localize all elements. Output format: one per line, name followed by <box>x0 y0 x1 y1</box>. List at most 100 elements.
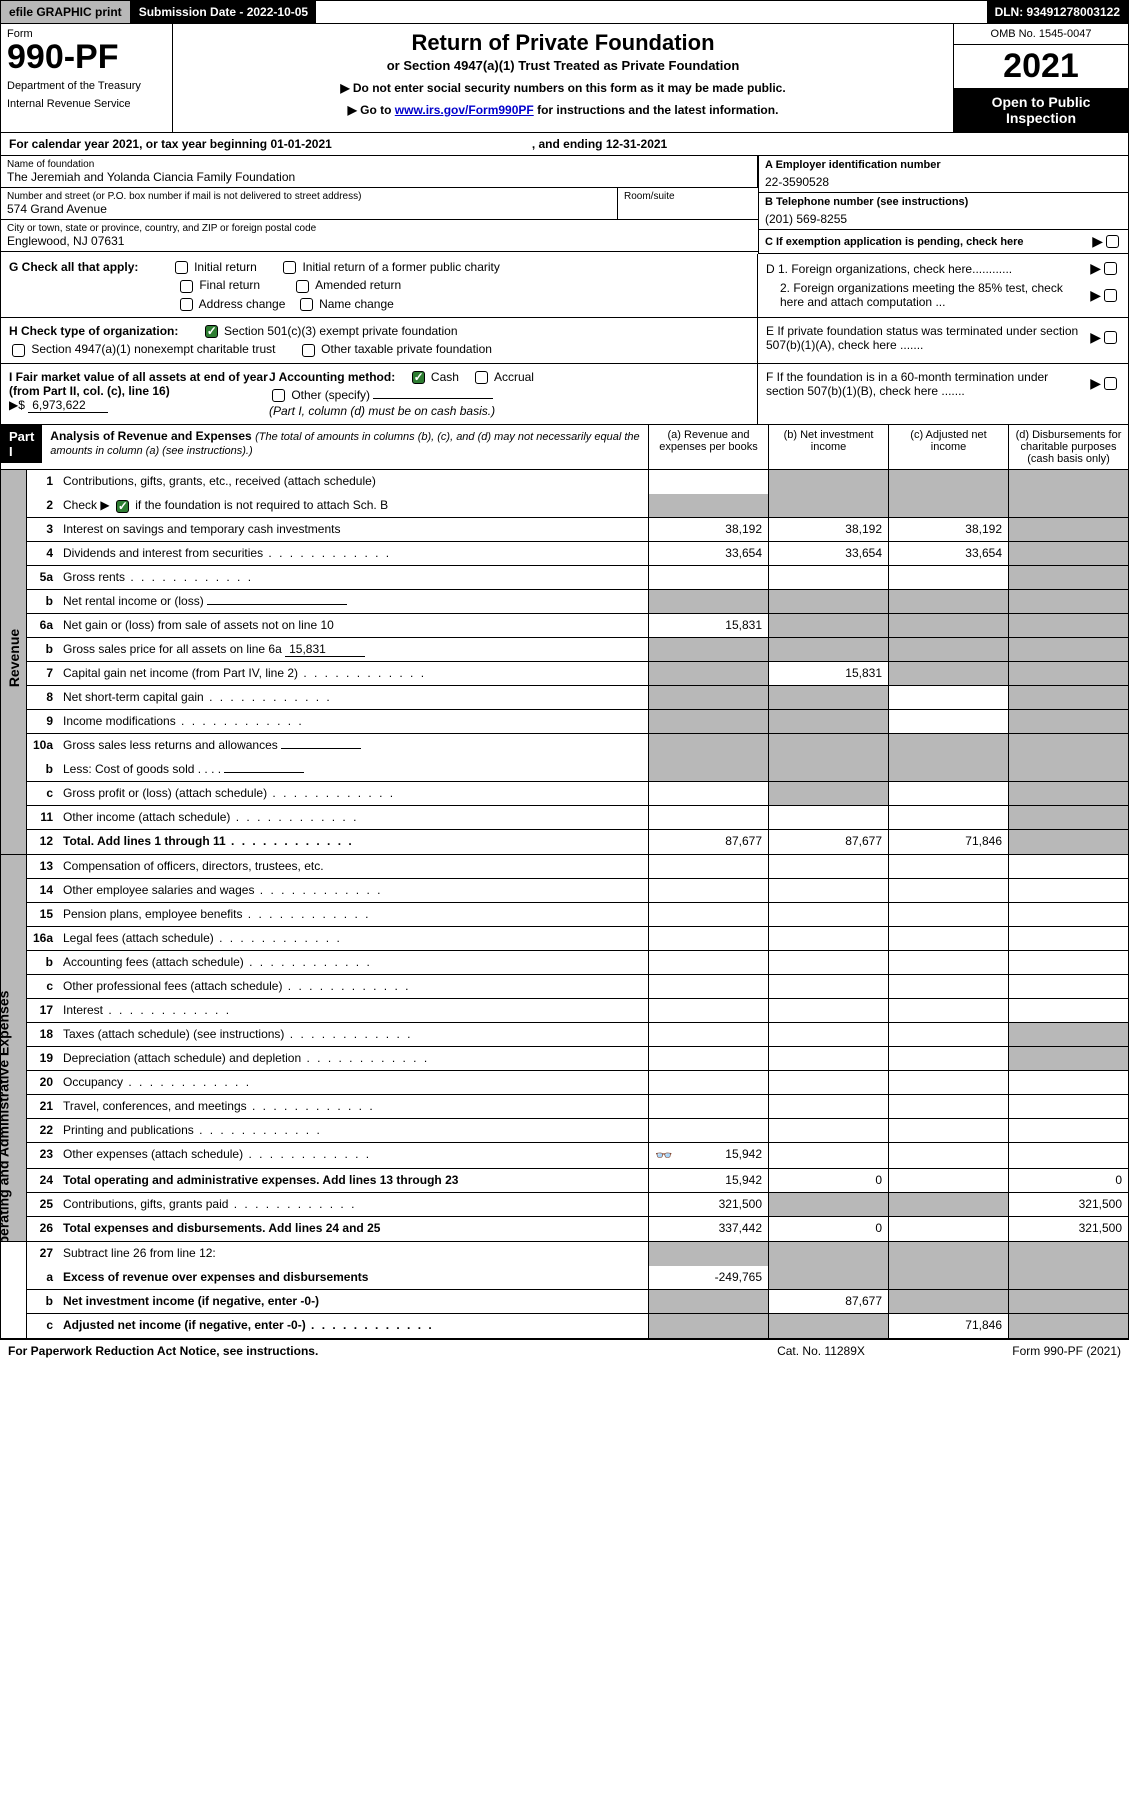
r27-c <box>888 1242 1008 1266</box>
r2-num: 2 <box>27 494 59 517</box>
r27c-b <box>768 1314 888 1338</box>
r5b-line <box>207 604 347 605</box>
r9-num: 9 <box>27 710 59 733</box>
c-cell: C If exemption application is pending, c… <box>759 230 1128 254</box>
r10b-desc: Less: Cost of goods sold . . . . <box>59 758 648 781</box>
r23-b <box>768 1143 888 1168</box>
h-o3: Other taxable private foundation <box>321 342 492 356</box>
r6a-num: 6a <box>27 614 59 637</box>
r19-a <box>648 1047 768 1070</box>
col-d-header: (d) Disbursements for charitable purpose… <box>1008 425 1128 469</box>
r16a-d <box>1008 927 1128 950</box>
r9-b <box>768 710 888 733</box>
r6a-desc: Net gain or (loss) from sale of assets n… <box>59 614 648 637</box>
r11-num: 11 <box>27 806 59 829</box>
r11-b <box>768 806 888 829</box>
h-o3-box[interactable] <box>302 344 315 357</box>
r22-num: 22 <box>27 1119 59 1142</box>
r27-d <box>1008 1242 1128 1266</box>
r5b-num: b <box>27 590 59 613</box>
r19-c <box>888 1047 1008 1070</box>
form-title: Return of Private Foundation <box>183 30 943 56</box>
r12-b: 87,677 <box>768 830 888 854</box>
r16a-b <box>768 927 888 950</box>
part1-badge: Part I <box>1 425 42 463</box>
d2-label: 2. Foreign organizations meeting the 85%… <box>766 281 1087 309</box>
r8-a <box>648 686 768 709</box>
r27-desc: Subtract line 26 from line 12: <box>59 1242 648 1266</box>
r5b-d <box>1008 590 1128 613</box>
h-o2-box[interactable] <box>12 344 25 357</box>
form-link[interactable]: www.irs.gov/Form990PF <box>395 103 534 117</box>
r19-num: 19 <box>27 1047 59 1070</box>
r8-desc: Net short-term capital gain <box>59 686 648 709</box>
form-header: Form 990-PF Department of the Treasury I… <box>0 24 1129 133</box>
r21-desc: Travel, conferences, and meetings <box>59 1095 648 1118</box>
r17-desc: Interest <box>59 999 648 1022</box>
r15-num: 15 <box>27 903 59 926</box>
r16b-a <box>648 951 768 974</box>
r27-b <box>768 1242 888 1266</box>
j-o3-line <box>373 398 493 399</box>
dept-2: Internal Revenue Service <box>7 98 166 110</box>
header-right: OMB No. 1545-0047 2021 Open to Public In… <box>953 24 1128 132</box>
e-box[interactable] <box>1104 331 1117 344</box>
r8-c <box>888 686 1008 709</box>
g-o6-box[interactable] <box>300 298 313 311</box>
r27a-a: -249,765 <box>648 1266 768 1289</box>
r27b-d <box>1008 1290 1128 1313</box>
r10a-c <box>888 734 1008 758</box>
r26-desc: Total expenses and disbursements. Add li… <box>59 1217 648 1241</box>
r22-c <box>888 1119 1008 1142</box>
r10a-desc: Gross sales less returns and allowances <box>59 734 648 758</box>
r27b-a <box>648 1290 768 1313</box>
r5b-a <box>648 590 768 613</box>
r10a-num: 10a <box>27 734 59 758</box>
h-o1-box[interactable] <box>205 325 218 338</box>
g-left: G Check all that apply: Initial return I… <box>1 254 758 317</box>
j-o2-box[interactable] <box>475 371 488 384</box>
r5b-b <box>768 590 888 613</box>
r13-a <box>648 855 768 878</box>
arrow-icon: ▶ <box>1090 260 1101 277</box>
r14-d <box>1008 879 1128 902</box>
header-left: Form 990-PF Department of the Treasury I… <box>1 24 173 132</box>
glasses-icon[interactable]: 👓 <box>655 1147 672 1164</box>
note-2: ▶ Go to www.irs.gov/Form990PF for instru… <box>183 103 943 117</box>
r2-desc: Check ▶ if the foundation is not require… <box>59 494 648 517</box>
foundation-name: The Jeremiah and Yolanda Ciancia Family … <box>7 170 751 184</box>
r16b-d <box>1008 951 1128 974</box>
d1-box[interactable] <box>1104 262 1117 275</box>
j-o3-box[interactable] <box>272 389 285 402</box>
r6a-d <box>1008 614 1128 637</box>
r24-desc: Total operating and administrative expen… <box>59 1169 648 1192</box>
r2-check[interactable] <box>116 500 129 513</box>
h-o1: Section 501(c)(3) exempt private foundat… <box>224 324 457 338</box>
r6b-text: Gross sales price for all assets on line… <box>63 642 282 656</box>
g-o1-box[interactable] <box>175 261 188 274</box>
r10b-c <box>888 758 1008 781</box>
r6b-desc: Gross sales price for all assets on line… <box>59 638 648 661</box>
r23-desc: Other expenses (attach schedule) <box>59 1143 648 1168</box>
part1-title: Analysis of Revenue and Expenses <box>50 429 251 443</box>
empty-vlabel <box>1 1242 27 1338</box>
d2-box[interactable] <box>1104 289 1117 302</box>
g-o4-box[interactable] <box>296 280 309 293</box>
j-o1-box[interactable] <box>412 371 425 384</box>
calendar-year-row: For calendar year 2021, or tax year begi… <box>0 133 1129 156</box>
r4-c: 33,654 <box>888 542 1008 565</box>
g-o3-box[interactable] <box>180 280 193 293</box>
r11-a <box>648 806 768 829</box>
r1-b <box>768 470 888 494</box>
r3-b: 38,192 <box>768 518 888 541</box>
c-checkbox[interactable] <box>1106 235 1119 248</box>
g-o5-box[interactable] <box>180 298 193 311</box>
r10a-a <box>648 734 768 758</box>
r25-num: 25 <box>27 1193 59 1216</box>
g-o2-box[interactable] <box>283 261 296 274</box>
f-box[interactable] <box>1104 377 1117 390</box>
r4-d <box>1008 542 1128 565</box>
r10b-line <box>224 772 304 773</box>
r6b-val: 15,831 <box>285 642 365 657</box>
r26-c <box>888 1217 1008 1241</box>
